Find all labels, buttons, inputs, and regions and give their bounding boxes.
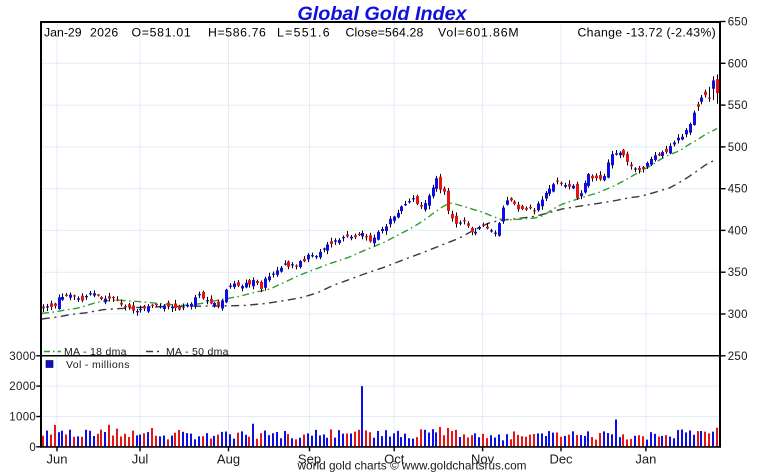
svg-text:Vol - millions: Vol - millions bbox=[66, 359, 130, 371]
svg-text:Vol=601.86M: Vol=601.86M bbox=[438, 26, 519, 40]
svg-text:O=581.01: O=581.01 bbox=[132, 26, 192, 40]
svg-text:world gold charts © www.goldch: world gold charts © www.goldchartsrus.co… bbox=[297, 459, 527, 473]
svg-text:Jan-29: Jan-29 bbox=[44, 26, 82, 40]
svg-text:Oct: Oct bbox=[384, 452, 405, 467]
svg-text:Sep: Sep bbox=[298, 452, 321, 467]
svg-text:2000: 2000 bbox=[9, 381, 36, 393]
svg-text:Global Gold Index: Global Gold Index bbox=[297, 3, 467, 25]
svg-text:Dec: Dec bbox=[549, 452, 573, 467]
svg-text:2026: 2026 bbox=[90, 26, 119, 40]
svg-text:250: 250 bbox=[728, 351, 748, 363]
svg-text:350: 350 bbox=[728, 267, 748, 279]
svg-text:Jul: Jul bbox=[132, 452, 149, 467]
svg-text:Jan: Jan bbox=[635, 452, 656, 467]
svg-text:400: 400 bbox=[728, 225, 748, 237]
svg-text:450: 450 bbox=[728, 184, 748, 196]
svg-text:Change -13.72 (-2.43%): Change -13.72 (-2.43%) bbox=[578, 26, 717, 40]
svg-text:650: 650 bbox=[728, 17, 748, 29]
svg-text:Jun: Jun bbox=[47, 452, 68, 467]
svg-text:550: 550 bbox=[728, 100, 748, 112]
svg-text:3000: 3000 bbox=[9, 351, 36, 363]
svg-text:1000: 1000 bbox=[9, 412, 36, 424]
svg-text:Aug: Aug bbox=[217, 452, 240, 467]
svg-text:Nov: Nov bbox=[471, 452, 495, 467]
svg-text:MA - 50 dma: MA - 50 dma bbox=[166, 346, 229, 358]
svg-text:0: 0 bbox=[29, 442, 36, 454]
svg-text:500: 500 bbox=[728, 142, 748, 154]
svg-text:300: 300 bbox=[728, 309, 748, 321]
svg-text:MA - 18 dma: MA - 18 dma bbox=[64, 346, 127, 358]
svg-text:600: 600 bbox=[728, 58, 748, 70]
svg-text:L=551.6: L=551.6 bbox=[277, 26, 331, 40]
svg-text:Close=564.28: Close=564.28 bbox=[346, 26, 424, 40]
svg-text:H=586.76: H=586.76 bbox=[208, 26, 266, 40]
